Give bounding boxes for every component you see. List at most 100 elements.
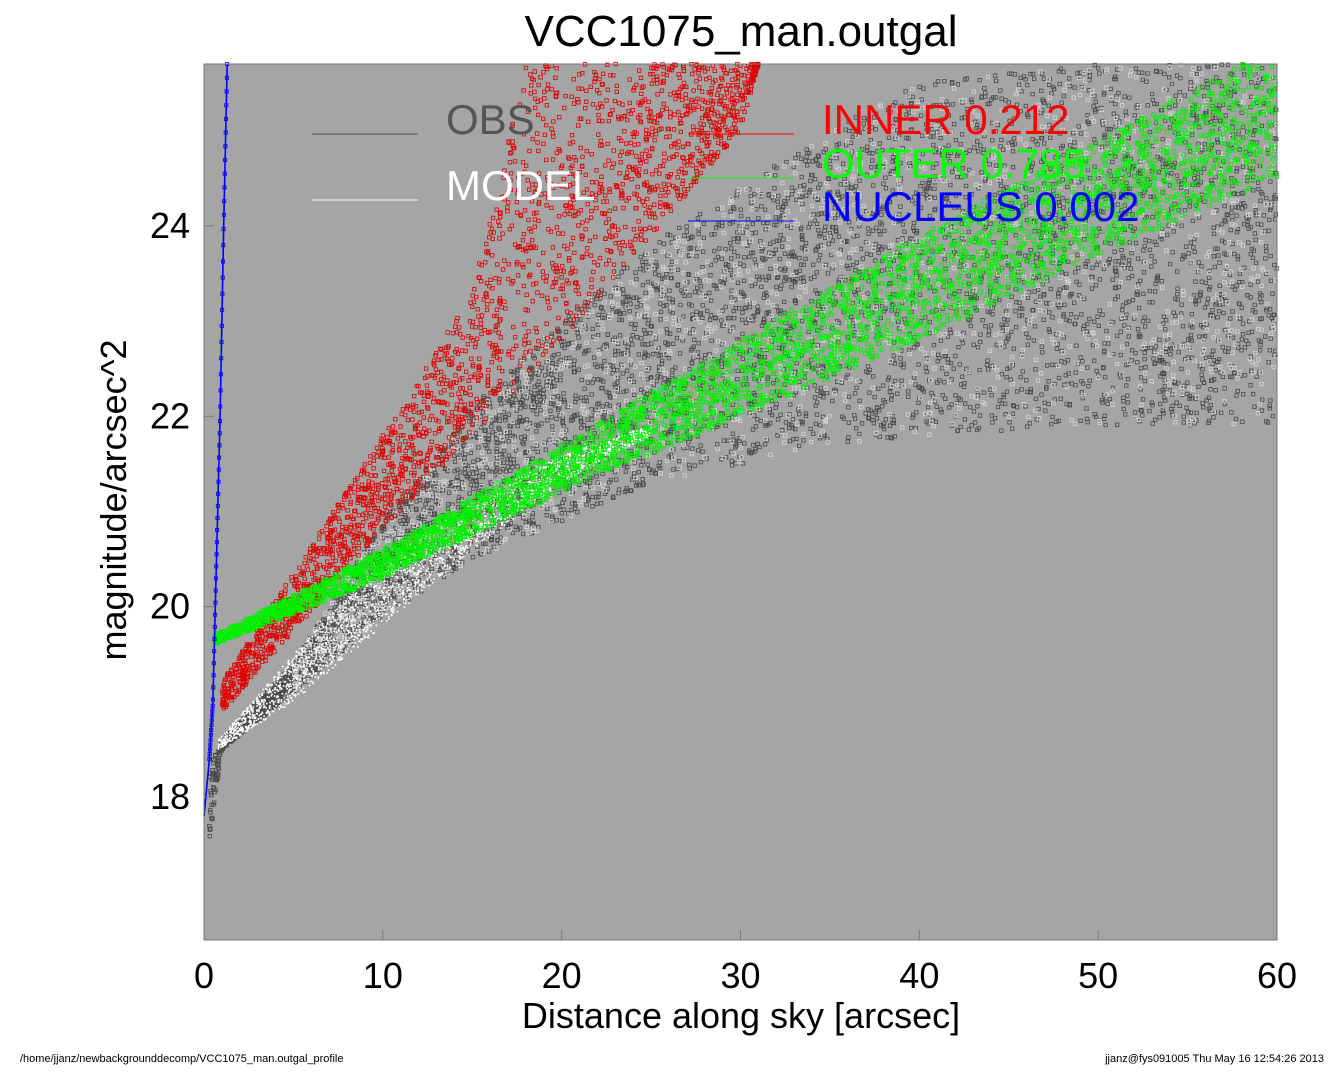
- obs-point: [1033, 367, 1038, 372]
- obs-point: [1219, 221, 1225, 227]
- obs-point: [1197, 197, 1203, 203]
- obs-point: [919, 97, 924, 102]
- obs-point: [1014, 102, 1020, 107]
- obs-point: [633, 322, 638, 327]
- obs-point: [1169, 342, 1174, 347]
- obs-point: [929, 104, 934, 110]
- obs-point: [708, 313, 714, 318]
- obs-point: [999, 371, 1004, 377]
- obs-point: [978, 339, 983, 345]
- obs-point: [1173, 296, 1178, 302]
- obs-point: [677, 458, 682, 464]
- obs-point: [775, 433, 780, 438]
- obs-point: [752, 257, 757, 262]
- obs-point: [1234, 213, 1239, 218]
- obs-point: [664, 271, 669, 277]
- obs-point: [881, 383, 886, 388]
- obs-point: [1261, 213, 1266, 218]
- obs-point: [596, 377, 601, 382]
- obs-point: [1179, 302, 1184, 307]
- obs-point: [530, 511, 535, 516]
- obs-point: [1164, 87, 1169, 92]
- obs-point: [812, 383, 817, 388]
- obs-point: [1209, 178, 1214, 183]
- obs-point: [811, 366, 816, 371]
- chart-title: VCC1075_man.outgal: [525, 7, 958, 56]
- obs-point: [687, 366, 692, 372]
- obs-point: [955, 174, 960, 180]
- obs-point: [486, 432, 491, 438]
- obs-point: [583, 299, 588, 305]
- obs-point: [1121, 406, 1126, 412]
- obs-point: [1130, 347, 1135, 353]
- obs-point: [708, 272, 713, 278]
- obs-point: [938, 338, 944, 343]
- obs-point: [1188, 240, 1193, 245]
- obs-point: [980, 317, 985, 323]
- obs-point: [550, 424, 555, 429]
- obs-point: [578, 317, 583, 322]
- obs-point: [489, 534, 495, 540]
- obs-point: [723, 455, 729, 460]
- obs-point: [858, 246, 863, 252]
- obs-point: [833, 174, 838, 180]
- obs-point: [755, 274, 760, 279]
- obs-point: [639, 336, 644, 341]
- obs-point: [649, 324, 655, 329]
- obs-point: [988, 221, 993, 226]
- obs-point: [880, 147, 885, 153]
- obs-point: [1182, 383, 1187, 389]
- obs-point: [977, 413, 983, 418]
- obs-point: [859, 421, 865, 426]
- obs-point: [880, 268, 885, 273]
- obs-point: [801, 438, 806, 443]
- obs-point: [759, 248, 764, 254]
- obs-point: [975, 139, 980, 144]
- obs-point: [1258, 348, 1263, 353]
- obs-point: [589, 417, 594, 422]
- obs-point: [873, 127, 878, 132]
- obs-point: [813, 248, 818, 253]
- obs-point: [1043, 161, 1048, 167]
- obs-point: [649, 375, 654, 380]
- obs-point: [1061, 335, 1066, 340]
- obs-point: [988, 323, 994, 328]
- obs-point: [590, 504, 595, 509]
- obs-point: [953, 414, 958, 419]
- obs-point: [625, 368, 630, 373]
- obs-point: [1147, 300, 1152, 305]
- obs-point: [787, 412, 792, 417]
- obs-point: [1157, 337, 1162, 343]
- obs-point: [1061, 93, 1066, 99]
- obs-point: [1160, 358, 1165, 363]
- plot-area: [204, 64, 1277, 940]
- obs-point: [990, 420, 995, 425]
- obs-point: [617, 317, 622, 323]
- obs-point: [782, 251, 788, 256]
- obs-point: [1141, 291, 1146, 297]
- obs-point: [894, 214, 899, 220]
- obs-point: [890, 414, 895, 419]
- obs-point: [1219, 410, 1224, 416]
- obs-point: [1066, 259, 1071, 264]
- obs-point: [716, 422, 721, 428]
- obs-point: [1204, 78, 1209, 84]
- obs-point: [530, 446, 535, 451]
- obs-point: [480, 410, 486, 415]
- obs-point: [773, 247, 778, 252]
- obs-point: [563, 329, 569, 335]
- obs-point: [1059, 100, 1064, 105]
- obs-point: [854, 260, 859, 265]
- obs-point: [656, 353, 661, 358]
- obs-point: [956, 205, 962, 210]
- obs-point: [1153, 344, 1158, 349]
- obs-point: [1201, 404, 1206, 410]
- obs-point: [1149, 253, 1154, 259]
- obs-point: [535, 449, 540, 455]
- obs-point: [942, 256, 948, 262]
- obs-point: [1194, 410, 1199, 416]
- obs-point: [1142, 350, 1147, 356]
- obs-point: [1135, 256, 1141, 261]
- obs-point: [556, 352, 561, 357]
